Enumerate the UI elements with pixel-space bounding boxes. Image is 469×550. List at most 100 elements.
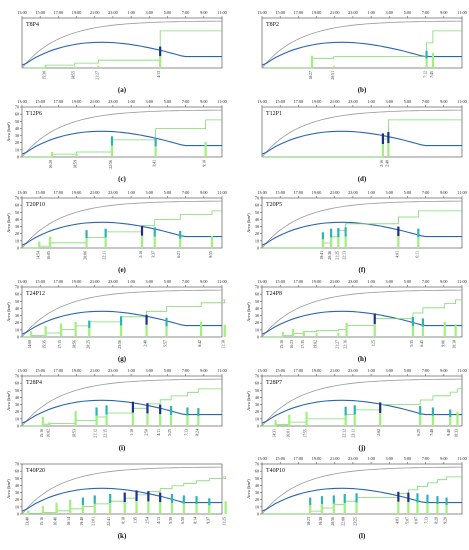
bar-time-label: 9:55	[209, 251, 213, 258]
bar	[416, 493, 419, 514]
bar-top-segment	[153, 227, 156, 237]
y-tick-label: 70	[255, 462, 259, 467]
bar-top-segment	[344, 406, 347, 416]
bar-base-segment	[274, 422, 277, 426]
bar-time-label: 8:24	[195, 429, 199, 436]
bar-time-label: 7:13	[184, 429, 188, 436]
bar-top-segment	[381, 133, 385, 145]
bar-base-segment	[159, 414, 162, 426]
bar-time-label: 2:50	[144, 429, 148, 436]
bar	[169, 406, 173, 426]
capacity-curve	[261, 221, 462, 246]
bar-top-segment	[224, 501, 227, 507]
bar-top-segment	[436, 496, 439, 505]
y-tick-label: 70	[15, 462, 19, 467]
bar-top-segment	[135, 490, 138, 502]
y-tick-label: 40	[255, 395, 259, 400]
bar-base-segment	[344, 236, 347, 248]
y-tick-label: 40	[255, 483, 259, 488]
bar-base-segment	[75, 155, 78, 157]
bar-base-segment	[146, 413, 149, 426]
top-tick-label: 23:00	[108, 368, 118, 373]
y-tick-label: 20	[255, 320, 259, 325]
top-tick-label: 3:00	[146, 10, 153, 15]
top-tick-label: 23:00	[348, 10, 358, 15]
top-tick-label: 17:00	[54, 10, 64, 15]
bar	[49, 236, 52, 248]
top-tick-label: 13:00	[17, 279, 27, 284]
top-tick-label: 17:00	[294, 10, 304, 15]
bar-time-label: 2:02	[377, 429, 381, 436]
bar-time-label: 22:56	[109, 160, 113, 169]
top-tick-label: 7:00	[182, 190, 189, 195]
panel-a: 13:00 15:00 17:00 19:00 21:00 23:00 1:00 3:00 5:…	[17, 10, 226, 94]
top-tick-label: 7:00	[422, 456, 429, 461]
bar	[345, 322, 348, 337]
y-tick-label: 30	[255, 402, 259, 407]
top-tick-label: 13:00	[257, 368, 267, 373]
y-tick-label: 70	[15, 105, 19, 110]
bar-base-segment	[291, 332, 295, 337]
bar	[165, 317, 168, 337]
bar-base-segment	[425, 58, 428, 68]
bar-base-segment	[29, 333, 33, 337]
y-axis-label: Area (km²)	[6, 302, 11, 322]
bar-top-segment	[69, 499, 72, 507]
bar	[204, 142, 207, 157]
top-tick-label: 9:00	[440, 190, 447, 195]
top-tick-label: 1:00	[367, 99, 374, 104]
bar	[97, 65, 100, 68]
top-tick-label: 3:00	[146, 368, 153, 373]
top-tick-label: 23:00	[108, 279, 118, 284]
bar-time-label: 1:10	[130, 429, 134, 436]
bar-base-segment	[288, 419, 291, 426]
bar	[281, 332, 285, 337]
bar-top-segment	[454, 324, 457, 330]
bar-time-label: 21:27	[335, 340, 339, 349]
bar-time-label: 9:20	[444, 517, 448, 524]
y-tick-label: 60	[15, 381, 19, 386]
bar-base-segment	[50, 154, 54, 157]
bar	[195, 496, 198, 514]
y-tick-label: 30	[15, 402, 19, 407]
bar-base-segment	[309, 504, 312, 514]
bar	[41, 506, 45, 514]
y-tick-label: 70	[255, 374, 259, 379]
top-tick-label: 19:00	[72, 190, 82, 195]
top-tick-label: 23:00	[348, 368, 358, 373]
top-tick-label: 11:00	[217, 10, 226, 15]
top-tick-label: 17:00	[294, 99, 304, 104]
panel-caption: (c)	[118, 175, 126, 183]
panel-caption: (d)	[358, 175, 367, 183]
top-tick-label: 7:00	[422, 279, 429, 284]
bar	[44, 326, 47, 337]
top-tick-label: 11:00	[217, 99, 226, 104]
bar	[131, 401, 135, 426]
bar	[38, 241, 41, 248]
bar	[387, 132, 390, 157]
panel-title: T8P4	[26, 22, 39, 28]
bar-top-segment	[44, 326, 47, 332]
bar-time-label: 16:01	[286, 429, 290, 438]
top-tick-label: 11:00	[457, 10, 466, 15]
bar	[74, 411, 77, 426]
y-tick-label: 30	[15, 313, 19, 318]
y-tick-label: 60	[15, 112, 19, 117]
bar	[373, 313, 376, 337]
bar-top-segment	[204, 142, 207, 149]
bar-time-label: 9:40	[447, 429, 451, 436]
bar	[332, 65, 335, 68]
bar-time-label: 11:25	[223, 517, 227, 526]
top-tick-label: 21:00	[90, 279, 100, 284]
bar-base-segment	[147, 501, 150, 514]
bar	[337, 228, 340, 248]
bar-time-label: 18:59	[74, 160, 78, 169]
bar-time-label: 6:21	[177, 251, 181, 258]
top-tick-label: 23:00	[348, 279, 358, 284]
top-tick-label: 11:00	[457, 279, 466, 284]
y-tick-label: 40	[15, 306, 19, 311]
bar-top-segment	[95, 407, 98, 416]
bar-time-label: 15:30	[43, 71, 47, 80]
plot-frame	[261, 17, 463, 69]
bar	[321, 232, 325, 248]
